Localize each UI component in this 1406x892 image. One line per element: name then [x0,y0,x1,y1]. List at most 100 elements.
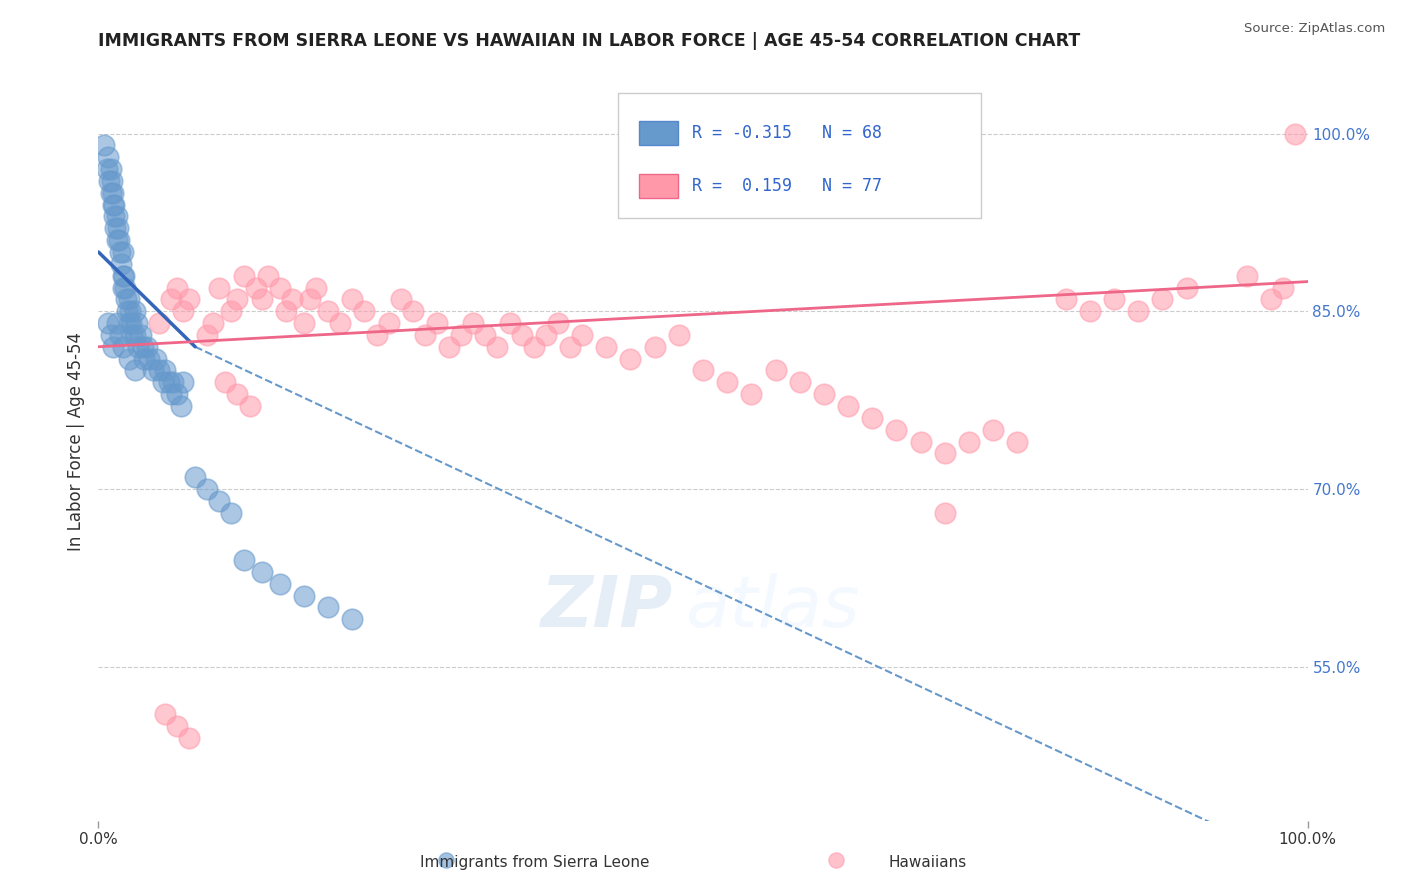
Point [813,387,835,401]
Point [1260,293,1282,307]
Point [100,327,122,342]
Point [571,327,593,342]
Point [129,327,152,342]
Point [157,376,180,390]
Point [115,293,138,307]
Text: R = -0.315   N = 68: R = -0.315 N = 68 [692,124,882,142]
Point [934,446,956,460]
Point [98,174,121,188]
Point [886,423,908,437]
Point [105,316,128,330]
Point [100,186,122,200]
Point [166,719,188,733]
Point [232,553,254,567]
Point [118,293,141,307]
Point [108,233,131,247]
Point [426,316,449,330]
Point [316,600,339,615]
Point [111,340,134,354]
Point [957,434,980,449]
Point [1272,280,1295,294]
Point [510,327,533,342]
Point [160,293,183,307]
Point [101,186,124,200]
Point [450,327,472,342]
Point [860,410,883,425]
Point [93,138,115,153]
Point [118,351,141,366]
Point [166,280,188,294]
Point [97,150,120,164]
Point [96,162,118,177]
Point [145,351,167,366]
Point [824,853,846,867]
Point [1284,127,1306,141]
Point [138,351,160,366]
Text: Hawaiians: Hawaiians [889,855,967,870]
Point [172,304,194,318]
Text: IMMIGRANTS FROM SIERRA LEONE VS HAWAIIAN IN LABOR FORCE | AGE 45-54 CORRELATION : IMMIGRANTS FROM SIERRA LEONE VS HAWAIIAN… [98,32,1081,50]
FancyBboxPatch shape [638,174,678,198]
Point [148,363,170,377]
Point [124,304,146,318]
Point [342,293,364,307]
Point [110,257,132,271]
Point [413,327,436,342]
Point [239,399,262,413]
Point [118,316,141,330]
Point [692,363,714,377]
Point [1152,293,1174,307]
Point [169,399,191,413]
Point [97,316,120,330]
Point [100,162,122,177]
Point [934,506,956,520]
Point [547,316,569,330]
Point [152,376,174,390]
Point [105,233,128,247]
Point [619,351,641,366]
Point [377,316,399,330]
Point [498,316,520,330]
Point [269,280,291,294]
Point [160,387,183,401]
Point [172,376,194,390]
Point [114,280,136,294]
Point [162,376,184,390]
Point [179,731,201,745]
Point [765,363,787,377]
Text: R =  0.159   N = 77: R = 0.159 N = 77 [692,177,882,195]
Text: Immigrants from Sierra Leone: Immigrants from Sierra Leone [419,855,650,870]
Point [256,268,278,283]
Point [269,576,291,591]
Point [111,244,134,259]
Point [104,221,127,235]
Point [245,280,267,294]
Point [124,363,146,377]
Point [184,470,207,484]
Point [329,316,352,330]
Text: atlas: atlas [685,573,859,642]
Point [118,304,141,318]
Point [250,293,273,307]
Point [486,340,509,354]
Point [910,434,932,449]
FancyBboxPatch shape [619,93,981,218]
Point [148,316,170,330]
Point [226,293,249,307]
Text: ZIP: ZIP [540,573,672,642]
Point [1175,280,1198,294]
Point [166,387,188,401]
Point [353,304,375,318]
Point [305,280,328,294]
Point [1007,434,1029,449]
FancyBboxPatch shape [638,120,678,145]
Point [740,387,762,401]
Point [342,612,364,626]
Point [101,340,124,354]
Point [1128,304,1150,318]
Point [281,293,304,307]
Point [981,423,1004,437]
Point [837,399,859,413]
Point [195,327,218,342]
Point [117,304,139,318]
